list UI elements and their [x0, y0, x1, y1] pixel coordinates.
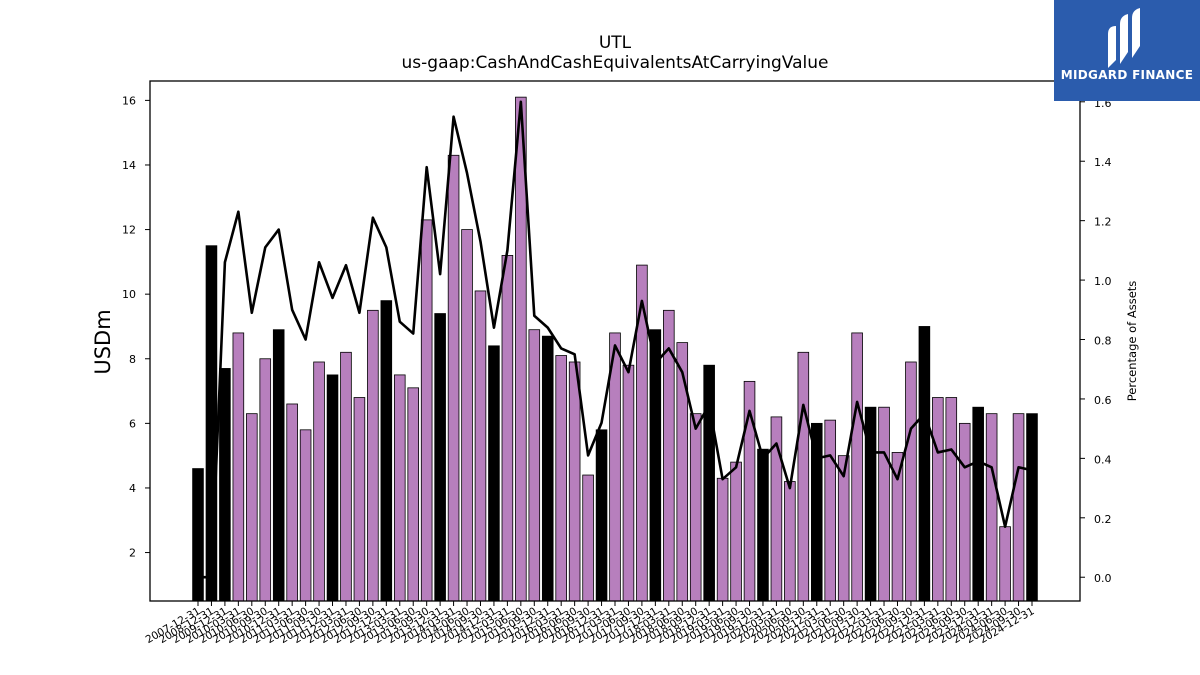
y-axis: 2 4 6 8 10 12 14 16 [122, 94, 150, 560]
bar [192, 468, 204, 602]
bar [259, 358, 272, 602]
bar [905, 361, 917, 602]
bar [797, 351, 810, 602]
y-tick-label: 2 [129, 547, 136, 560]
bar [353, 397, 366, 602]
y-tick-label: 16 [122, 94, 136, 107]
y-tick-label: 14 [122, 159, 136, 172]
logo-mark-icon [1108, 8, 1140, 68]
chart-title: UTL [599, 33, 632, 53]
bar [945, 397, 958, 602]
y-tick-label: 8 [129, 353, 136, 366]
bar [730, 461, 742, 602]
y2-tick-label: 0.0 [1094, 572, 1112, 585]
bar-series [192, 96, 1038, 602]
bar [340, 351, 352, 602]
brand-logo: MIDGARD FINANCE [1054, 0, 1200, 101]
line-path [198, 100, 1033, 579]
y2-tick-label: 1.2 [1094, 216, 1112, 229]
y2-tick-label: 0.4 [1094, 453, 1112, 466]
bar [232, 332, 245, 602]
y2-tick-label: 0.6 [1094, 394, 1112, 407]
y-tick-label: 10 [122, 288, 136, 301]
bar [582, 474, 594, 602]
bar [447, 154, 460, 602]
y2-tick-label: 0.2 [1094, 513, 1112, 526]
chart-subtitle: us-gaap:CashAndCashEquivalentsAtCarrying… [402, 53, 829, 73]
y2-axis-label: Percentage of Assets [1125, 281, 1139, 402]
bar [972, 406, 984, 602]
bar [272, 329, 285, 602]
bar [420, 219, 433, 602]
y2-axis: 0.00.20.40.60.81.01.21.41.6 [1080, 97, 1112, 585]
bar [985, 413, 998, 602]
bar [810, 422, 823, 602]
bar [689, 413, 702, 602]
bar [501, 255, 514, 602]
bar [932, 397, 944, 602]
bar [622, 364, 635, 602]
bar [918, 326, 931, 602]
bar [649, 329, 662, 602]
bar [595, 429, 608, 602]
line-series [198, 100, 1033, 579]
bar [878, 406, 890, 602]
bar [407, 387, 420, 602]
y2-tick-label: 0.8 [1094, 335, 1112, 348]
bar [286, 403, 298, 602]
bar [555, 355, 567, 602]
bar [474, 290, 487, 602]
y-tick-label: 6 [129, 417, 136, 430]
bar [784, 481, 796, 602]
bar [568, 361, 581, 602]
logo-text: MIDGARD FINANCE [1060, 68, 1194, 82]
y-tick-label: 4 [129, 482, 136, 495]
bar [824, 419, 837, 602]
bar [299, 429, 312, 602]
bar [219, 368, 231, 602]
y2-tick-label: 1.4 [1094, 156, 1112, 169]
bar [488, 345, 500, 602]
bar [676, 342, 689, 602]
bar [1012, 413, 1025, 602]
bar [757, 448, 769, 602]
bar [528, 329, 541, 602]
bar [367, 309, 379, 602]
bar [393, 374, 406, 602]
bar [246, 413, 258, 602]
bar [326, 374, 339, 602]
x-axis: 2007-12-312008-12-312009-12-312010-03-31… [144, 601, 1037, 646]
bar [313, 361, 325, 602]
bar [958, 422, 971, 602]
bar [703, 364, 715, 602]
y-tick-label: 12 [122, 224, 136, 237]
bar [461, 229, 473, 602]
bar [851, 332, 863, 602]
y-axis-label: USDm [91, 309, 115, 374]
y2-tick-label: 1.0 [1094, 275, 1112, 288]
bar [541, 335, 554, 602]
bar [380, 300, 393, 602]
bar [434, 313, 446, 602]
bar [716, 477, 729, 602]
bar [1026, 413, 1038, 602]
bar [999, 526, 1011, 602]
